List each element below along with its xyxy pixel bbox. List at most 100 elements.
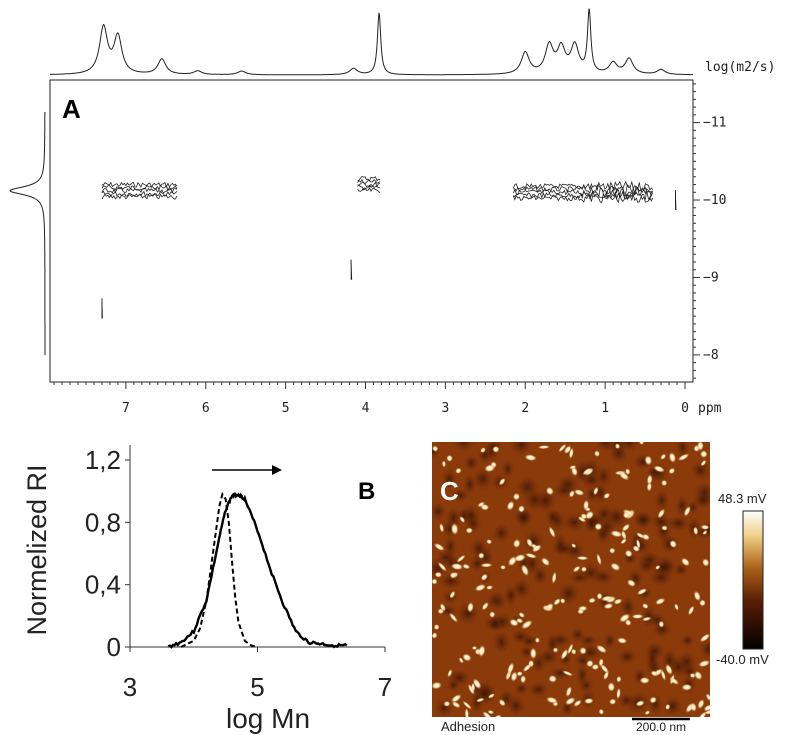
- adhesion-high-spot: [459, 516, 466, 523]
- adhesion-high-spot: [467, 683, 475, 695]
- panel-c: C Adhesion 200.0 nm 48.3 mV -40.0 mV: [432, 442, 769, 734]
- adhesion-high-spot: [478, 552, 485, 559]
- adhesion-high-spot: [447, 669, 453, 678]
- adhesion-high-spot: [474, 583, 486, 592]
- adhesion-high-spot: [674, 603, 679, 611]
- adhesion-high-spot: [434, 571, 442, 578]
- adhesion-low-spot: [445, 506, 462, 530]
- adhesion-low-spot: [452, 442, 475, 451]
- adhesion-high-spot: [548, 526, 556, 538]
- gpc-y-tick-label: 1,2: [85, 445, 121, 475]
- adhesion-high-spot: [481, 601, 489, 611]
- adhesion-high-spot: [432, 578, 438, 585]
- adhesion-high-spot: [582, 467, 593, 476]
- adhesion-high-spot: [618, 471, 630, 481]
- adhesion-low-spot: [531, 653, 546, 674]
- adhesion-low-spot: [451, 488, 470, 503]
- adhesion-high-spot: [627, 579, 636, 587]
- adhesion-low-spot: [673, 562, 689, 577]
- adhesion-high-spot: [571, 543, 577, 548]
- adhesion-high-spot: [437, 608, 445, 614]
- gpc-y-tick-label: 0,4: [85, 570, 121, 600]
- adhesion-high-spot: [516, 671, 523, 677]
- adhesion-low-spot: [503, 584, 518, 607]
- adhesion-high-spot: [478, 644, 486, 658]
- adhesion-high-spot: [669, 676, 679, 685]
- adhesion-low-spot: [617, 442, 640, 453]
- adhesion-high-spot: [613, 598, 623, 605]
- adhesion-high-spot: [506, 500, 515, 511]
- adhesion-high-spot: [446, 454, 453, 462]
- gpc-x-ticks: 3 5 7: [123, 647, 392, 702]
- adhesion-high-spot: [636, 588, 648, 596]
- adhesion-high-spot: [494, 714, 502, 717]
- adhesion-high-spot: [524, 454, 537, 461]
- contour-line: [357, 187, 381, 194]
- adhesion-high-spot: [639, 677, 650, 684]
- contour-plot-frame: [49, 79, 694, 383]
- adhesion-high-spot: [642, 603, 649, 609]
- adhesion-high-spot: [609, 698, 617, 705]
- gpc-series-dashed: [180, 491, 258, 648]
- adhesion-high-spot: [644, 455, 653, 466]
- adhesion-high-spot: [492, 445, 500, 453]
- colorbar-min-label: -40.0 mV: [716, 652, 769, 667]
- adhesion-high-spot: [658, 620, 665, 628]
- colorbar-max-label: 48.3 mV: [718, 491, 767, 506]
- adhesion-high-spot: [655, 597, 666, 605]
- adhesion-high-spot: [546, 696, 558, 704]
- adhesion-high-spot: [591, 663, 600, 671]
- adhesion-high-spot: [585, 510, 594, 520]
- adhesion-high-spot: [451, 694, 462, 703]
- adhesion-high-spot: [551, 571, 557, 584]
- scale-bar-label: 200.0 nm: [636, 720, 686, 734]
- adhesion-low-spot: [472, 468, 493, 491]
- adhesion-high-spot: [520, 675, 527, 684]
- diffusion-axis: −11 −10 −9 −8: [693, 83, 726, 379]
- adhesion-high-spot: [572, 565, 581, 573]
- gpc-x-tick-label: 5: [250, 672, 264, 702]
- adhesion-high-spot: [669, 539, 677, 549]
- diffusion-projection-trace: [9, 112, 46, 355]
- adhesion-high-spot: [631, 614, 644, 619]
- adhesion-high-spot: [512, 492, 520, 501]
- gpc-y-tick-label: 0,8: [85, 507, 121, 537]
- adhesion-high-spot: [594, 450, 600, 457]
- adhesion-high-spot: [548, 675, 557, 683]
- adhesion-high-spot: [507, 556, 517, 567]
- adhesion-low-spot: [603, 632, 616, 650]
- adhesion-high-spot: [700, 459, 707, 467]
- adhesion-high-spot: [598, 708, 604, 715]
- adhesion-low-spot: [456, 601, 480, 626]
- adhesion-high-spot: [635, 538, 641, 549]
- adhesion-high-spot: [456, 554, 466, 563]
- adhesion-high-spot: [529, 647, 537, 660]
- adhesion-high-spot: [598, 658, 604, 667]
- adhesion-low-spot: [692, 490, 710, 510]
- adhesion-high-spot: [577, 516, 587, 523]
- adhesion-low-spot: [501, 459, 515, 479]
- adhesion-high-spot: [521, 619, 533, 630]
- adhesion-high-spot: [641, 533, 650, 541]
- contour-line: [357, 176, 381, 182]
- ppm-axis-label: ppm: [698, 401, 722, 416]
- adhesion-high-spot: [553, 598, 561, 606]
- adhesion-high-spot: [560, 648, 569, 660]
- adhesion-high-spot: [524, 552, 538, 559]
- adhesion-high-spot: [625, 468, 631, 475]
- adhesion-low-spot: [463, 473, 477, 496]
- adhesion-high-spot: [484, 464, 496, 473]
- adhesion-high-spot: [609, 547, 616, 554]
- adhesion-low-spot: [506, 695, 526, 716]
- adhesion-high-spot: [665, 663, 673, 676]
- adhesion-low-spot: [573, 460, 591, 484]
- adhesion-high-spot: [477, 501, 485, 508]
- adhesion-high-spot: [697, 699, 705, 709]
- adhesion-high-spot: [507, 662, 515, 675]
- adhesion-high-spot: [661, 479, 668, 487]
- adhesion-high-spot: [441, 460, 447, 468]
- adhesion-high-spot: [616, 687, 621, 700]
- adhesion-low-spot: [618, 693, 635, 709]
- gpc-y-ticks: 0 0,4 0,8 1,2: [85, 445, 130, 662]
